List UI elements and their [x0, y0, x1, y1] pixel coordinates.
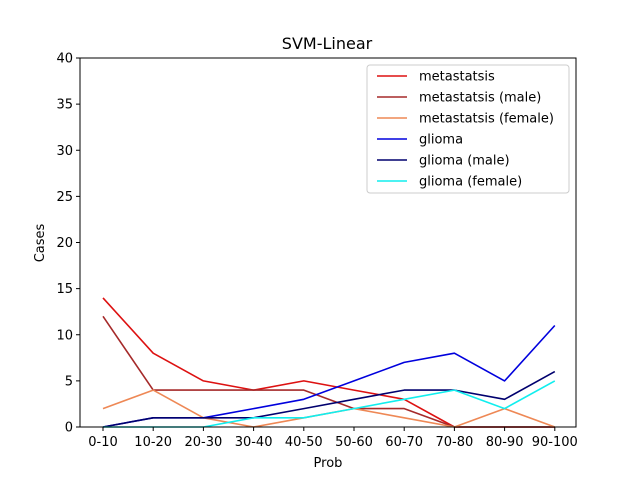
x-tick-label: 50-60	[335, 435, 373, 450]
legend-label: glioma (male)	[419, 154, 510, 169]
y-tick-label: 30	[56, 144, 73, 159]
legend-box	[366, 64, 570, 194]
y-tick-label: 0	[65, 421, 73, 436]
x-axis-label: Prob	[314, 456, 343, 471]
y-tick-label: 20	[56, 236, 73, 251]
x-tick-label: 20-30	[185, 435, 223, 450]
x-tick-label: 90-100	[532, 435, 578, 450]
x-tick-label: 40-50	[285, 435, 323, 450]
x-axis: 0-10 10-20 20-30 30-40 40-50 50-60 60-70 70-80 8…	[88, 427, 578, 450]
legend-label: glioma	[419, 133, 463, 148]
x-tick-label: 60-70	[385, 435, 423, 450]
y-tick-label: 35	[56, 98, 73, 113]
y-axis-label: Cases	[33, 223, 48, 262]
x-tick-label: 30-40	[235, 435, 273, 450]
chart-title: SVM-Linear	[282, 34, 373, 53]
legend-label: metastatsis (female)	[419, 112, 554, 127]
legend-label: metastatsis (male)	[419, 91, 541, 106]
series-lines	[102, 297, 556, 428]
series-line	[102, 324, 556, 428]
x-tick-label: 70-80	[436, 435, 474, 450]
legend-label: glioma (female)	[419, 175, 522, 190]
y-tick-label: 15	[56, 282, 73, 297]
x-tick-label: 80-90	[486, 435, 524, 450]
legend-label: metastatsis	[419, 70, 495, 85]
y-tick-label: 25	[56, 190, 73, 205]
y-tick-label: 10	[56, 328, 73, 343]
series-line	[102, 370, 556, 428]
y-axis: 0 5 10 15 20 25 30 35 40	[56, 52, 80, 436]
y-tick-label: 40	[56, 52, 73, 67]
x-tick-label: 0-10	[88, 435, 118, 450]
y-tick-label: 5	[65, 374, 73, 389]
x-tick-label: 10-20	[134, 435, 172, 450]
legend: metastatsis metastatsis (male) metastatsis…	[366, 64, 570, 194]
series-line	[102, 297, 555, 428]
